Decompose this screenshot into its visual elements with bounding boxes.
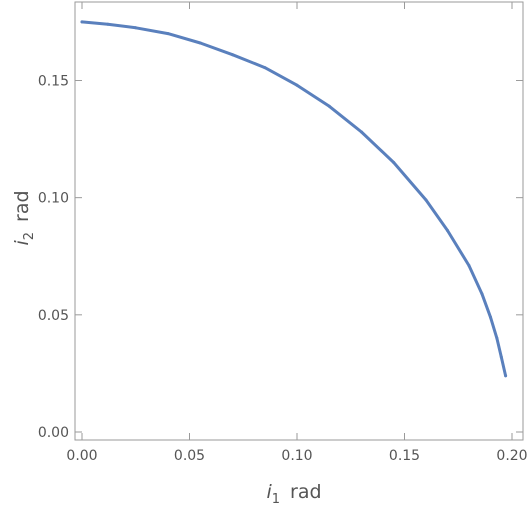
y-tick-label: 0.15 bbox=[38, 73, 69, 89]
data-point bbox=[134, 26, 138, 30]
x-tick-label: 0.15 bbox=[389, 448, 420, 464]
y-axis-label-subscript: 2 bbox=[22, 232, 37, 240]
x-tick-label: 0.05 bbox=[174, 448, 205, 464]
plot-area-border bbox=[74, 1, 524, 441]
data-point bbox=[295, 83, 299, 87]
data-point bbox=[327, 104, 331, 108]
data-point bbox=[80, 20, 84, 24]
data-point bbox=[495, 336, 499, 340]
data-point bbox=[489, 315, 492, 319]
plot-frame bbox=[74, 1, 524, 441]
data-point bbox=[467, 264, 471, 268]
x-axis-label-unit: rad bbox=[290, 481, 322, 503]
data-point bbox=[446, 229, 449, 232]
y-axis-label-unit: rad bbox=[11, 190, 33, 222]
series-layer bbox=[80, 20, 508, 378]
x-axis-label-subscript: 1 bbox=[272, 492, 280, 507]
x-axis-label-symbol: i bbox=[266, 481, 272, 503]
x-tick-label: 0.10 bbox=[281, 448, 312, 464]
y-tick-label: 0.10 bbox=[38, 191, 69, 207]
x-tick-label: 0.20 bbox=[496, 448, 527, 464]
data-point bbox=[198, 41, 202, 45]
data-point bbox=[263, 66, 267, 70]
x-axis-label: i1 rad bbox=[266, 481, 321, 507]
data-point bbox=[499, 355, 503, 359]
data-point bbox=[504, 374, 508, 378]
data-point bbox=[392, 161, 396, 164]
y-tick-label: 0.05 bbox=[38, 308, 69, 324]
data-point bbox=[166, 32, 170, 36]
data-point bbox=[360, 130, 363, 134]
x-tick-label: 0.00 bbox=[66, 448, 97, 464]
data-point bbox=[424, 198, 428, 202]
y-axis-label: i2 rad bbox=[11, 190, 37, 245]
y-axis-label-symbol: i bbox=[11, 240, 33, 246]
data-point bbox=[480, 292, 484, 296]
tick-layer: 0.00 0.05 0.10 0.15 0.20 0.00 0.05 0.10 0.15 bbox=[38, 2, 528, 464]
data-point bbox=[106, 22, 110, 26]
data-point bbox=[231, 53, 234, 57]
y-tick-label: 0.00 bbox=[38, 425, 69, 441]
